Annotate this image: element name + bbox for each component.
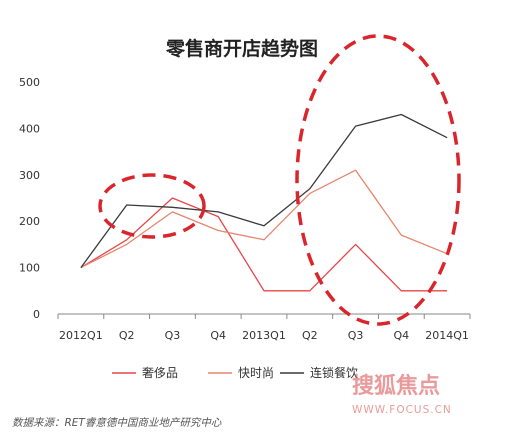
watermark-logo: 搜狐焦点: [352, 373, 440, 399]
highlight-annotations: [98, 34, 461, 326]
axes: [57, 313, 471, 319]
x-tick-label: 2014Q1: [425, 329, 469, 342]
highlight-ellipse-right: [295, 34, 461, 326]
watermark-url: WWW.FOCUS.CN: [352, 404, 452, 416]
chart-title: 零售商开店趋势图: [165, 37, 318, 60]
y-tick-label: 500: [19, 76, 40, 89]
series-line-3: [80, 113, 448, 268]
x-tick-label: Q4: [210, 329, 226, 342]
y-axis-ticks: 0 100 200 300 400 500: [19, 76, 40, 321]
highlight-ellipse-left: [98, 173, 206, 239]
series-layer: [80, 113, 448, 292]
series-line-2: [80, 169, 448, 269]
legend-label-3: 连锁餐饮: [310, 365, 358, 380]
y-tick-label: 400: [19, 122, 40, 135]
x-tick-label: Q2: [119, 329, 135, 342]
series-line-1: [80, 197, 448, 292]
watermark: 搜狐焦点 WWW.FOCUS.CN: [352, 373, 452, 416]
x-tick-label: Q3: [348, 329, 364, 342]
x-tick-label: Q3: [165, 329, 181, 342]
y-tick-label: 200: [19, 215, 40, 228]
x-tick-label: 2012Q1: [59, 329, 103, 342]
x-tick-label: Q4: [393, 329, 409, 342]
x-axis-ticks: 2012Q1 Q2 Q3 Q4 2013Q1 Q2 Q3 Q4 2014Q1: [59, 329, 469, 342]
x-tick-label: Q2: [302, 329, 318, 342]
legend-label-1: 奢侈品: [142, 366, 178, 380]
y-tick-label: 300: [19, 169, 40, 182]
y-tick-label: 0: [33, 308, 40, 321]
x-tick-label: 2013Q1: [242, 329, 286, 342]
y-tick-label: 100: [19, 262, 40, 275]
legend: 奢侈品 快时尚 连锁餐饮: [112, 365, 358, 380]
legend-label-2: 快时尚: [238, 366, 274, 380]
source-note: 数据来源：RET睿意德中国商业地产研究中心: [12, 417, 222, 429]
